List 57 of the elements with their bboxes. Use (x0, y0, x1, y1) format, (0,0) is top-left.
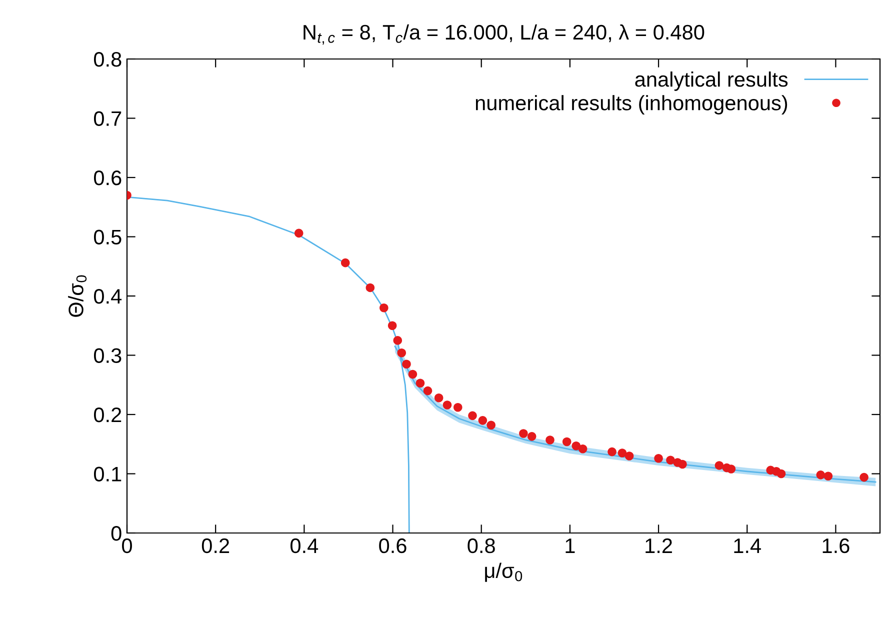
x-tick-label: 0 (122, 538, 132, 554)
point (654, 454, 663, 463)
point (453, 403, 462, 412)
x-tick-label: 0.8 (468, 538, 495, 554)
x-tick-label: 0.6 (379, 538, 406, 554)
point (380, 303, 388, 312)
y-tick-label: 0.7 (94, 111, 122, 126)
legend-label: analytical results (635, 72, 788, 91)
point (618, 448, 627, 458)
point (608, 447, 616, 456)
point (442, 400, 452, 410)
x-axis-title: μ/σ$_{0}$ (485, 562, 522, 582)
point (578, 444, 588, 454)
point (423, 386, 432, 396)
point (714, 461, 724, 470)
x-tick-label: 1 (566, 538, 575, 553)
y-tick-label: 0.6 (94, 170, 122, 186)
point (816, 470, 826, 480)
point (546, 436, 554, 444)
point (408, 370, 418, 379)
point (572, 442, 581, 450)
point (416, 378, 425, 388)
y-tick-label: 0.8 (94, 52, 122, 67)
point (366, 283, 375, 292)
y-tick-label: 0.3 (94, 348, 122, 364)
point (527, 432, 536, 441)
point (393, 336, 402, 345)
y-tick-label: 0.4 (94, 289, 122, 304)
point (294, 228, 304, 238)
y-tick-label: 0.5 (94, 230, 122, 245)
y-tick-label: 0.2 (94, 408, 122, 422)
point (666, 456, 675, 465)
point (678, 460, 687, 469)
y-tick-label: 0.1 (94, 466, 122, 482)
point (397, 348, 406, 358)
legend-label: numerical results (inhomogenous) (476, 95, 788, 115)
y-axis-title: Θ/σ$_{0}$ (68, 275, 87, 317)
chart-title: N$_{t,c}$ = 8, T$_{c}$/a = 16.000, L/a = 240, λ = 0.480 (304, 24, 704, 45)
point (340, 258, 350, 268)
point (388, 321, 397, 330)
point (468, 411, 477, 420)
point (860, 472, 868, 482)
point (824, 472, 833, 481)
x-tick-label: 0.2 (202, 538, 230, 554)
point (562, 437, 572, 446)
point (624, 452, 634, 460)
x-tick-label: 1.4 (734, 538, 761, 553)
x-tick-label: 0.4 (290, 538, 318, 554)
point (486, 420, 496, 430)
point (478, 416, 488, 425)
point (519, 429, 528, 438)
x-tick-label: 1.6 (822, 538, 850, 554)
point (776, 469, 786, 478)
x-tick-label: 1.2 (646, 538, 672, 553)
point (402, 360, 411, 369)
point (434, 394, 444, 402)
y-tick-label: 0 (111, 526, 122, 541)
